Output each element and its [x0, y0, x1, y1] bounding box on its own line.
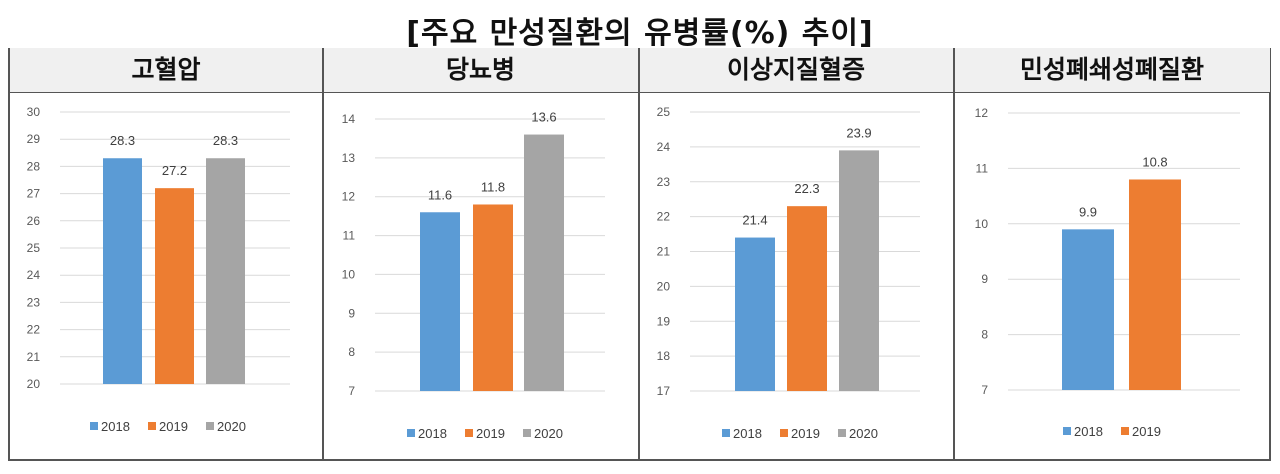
y-tick-label: 19: [657, 314, 671, 328]
legend-label: 2020: [534, 426, 563, 441]
bar-2018: [103, 158, 142, 384]
bar-2019: [473, 204, 513, 391]
y-tick-label: 18: [657, 349, 671, 363]
bar-2018: [735, 237, 775, 391]
y-tick-label: 21: [27, 350, 41, 364]
legend-swatch-2020: [206, 422, 214, 430]
y-tick-label: 20: [27, 377, 41, 391]
data-label: 13.6: [531, 110, 556, 125]
legend-label: 2018: [101, 419, 130, 434]
legend-label: 2019: [159, 419, 188, 434]
data-label: 11.6: [428, 187, 452, 202]
legend-swatch-2019: [148, 422, 156, 430]
legend-swatch-2019: [780, 429, 788, 437]
legend-label: 2018: [733, 426, 762, 441]
y-tick-label: 25: [27, 241, 41, 255]
y-tick-label: 22: [27, 323, 41, 337]
bar-2020: [839, 150, 879, 391]
y-tick-label: 21: [657, 245, 671, 259]
divider: [953, 48, 955, 461]
panel-title-dyslipidemia: 이상지질혈증: [639, 48, 953, 93]
divider: [322, 48, 324, 461]
y-tick-label: 7: [981, 383, 988, 397]
y-tick-label: 9: [348, 306, 355, 320]
y-tick-label: 10: [342, 267, 356, 281]
chart-title: [주요 만성질환의 유병률(%) 추이]: [406, 16, 874, 51]
y-tick-label: 23: [27, 295, 41, 309]
legend-swatch-2019: [1121, 427, 1129, 435]
bar-2018: [1062, 229, 1114, 390]
y-tick-label: 17: [657, 384, 671, 398]
legend-label: 2019: [1132, 424, 1161, 439]
y-tick-label: 23: [657, 175, 671, 189]
legend-label: 2020: [217, 419, 246, 434]
y-tick-label: 13: [342, 151, 356, 165]
legend-swatch-2018: [1063, 427, 1071, 435]
data-label: 9.9: [1079, 204, 1097, 219]
data-label: 27.2: [162, 163, 187, 178]
y-tick-label: 10: [975, 217, 989, 231]
bar-2020: [524, 134, 564, 392]
y-tick-label: 7: [348, 384, 355, 398]
y-tick-label: 25: [657, 105, 671, 119]
y-tick-label: 30: [27, 105, 41, 119]
y-tick-label: 24: [27, 268, 41, 282]
legend-label: 2019: [476, 426, 505, 441]
legend-swatch-2020: [838, 429, 846, 437]
y-tick-label: 26: [27, 214, 41, 228]
divider: [638, 48, 640, 461]
data-label: 28.3: [110, 133, 135, 148]
y-tick-label: 29: [27, 132, 41, 146]
legend-label: 2018: [418, 426, 447, 441]
y-tick-label: 27: [27, 187, 41, 201]
y-tick-label: 20: [657, 279, 671, 293]
bar-2019: [1129, 179, 1181, 390]
y-tick-label: 24: [657, 140, 671, 154]
y-tick-label: 28: [27, 159, 41, 173]
legend-swatch-2019: [465, 429, 473, 437]
bar-2019: [787, 206, 827, 391]
legend-label: 2019: [791, 426, 820, 441]
data-label: 23.9: [846, 125, 871, 140]
y-tick-label: 12: [975, 106, 989, 120]
y-tick-label: 11: [976, 161, 989, 175]
data-label: 10.8: [1142, 154, 1167, 169]
data-label: 22.3: [794, 181, 819, 196]
y-tick-label: 9: [981, 272, 988, 286]
panel-title-copd: 민성폐쇄성폐질환: [954, 48, 1270, 93]
bar-2019: [155, 188, 194, 384]
legend-label: 2018: [1074, 424, 1103, 439]
legend-swatch-2018: [407, 429, 415, 437]
data-label: 28.3: [213, 133, 238, 148]
y-tick-label: 14: [342, 112, 356, 126]
legend-swatch-2020: [523, 429, 531, 437]
panel-title-diabetes: 당뇨병: [323, 48, 638, 93]
y-tick-label: 11: [343, 229, 356, 243]
legend-swatch-2018: [90, 422, 98, 430]
data-label: 11.8: [481, 179, 505, 194]
bar-2020: [206, 158, 245, 384]
data-label: 21.4: [742, 213, 767, 228]
y-tick-label: 22: [657, 210, 671, 224]
y-tick-label: 8: [981, 328, 988, 342]
bar-2018: [420, 212, 460, 391]
legend-label: 2020: [849, 426, 878, 441]
legend-swatch-2018: [722, 429, 730, 437]
panel-title-hypertension: 고혈압: [10, 48, 322, 93]
y-tick-label: 8: [348, 345, 355, 359]
y-tick-label: 12: [342, 190, 356, 204]
